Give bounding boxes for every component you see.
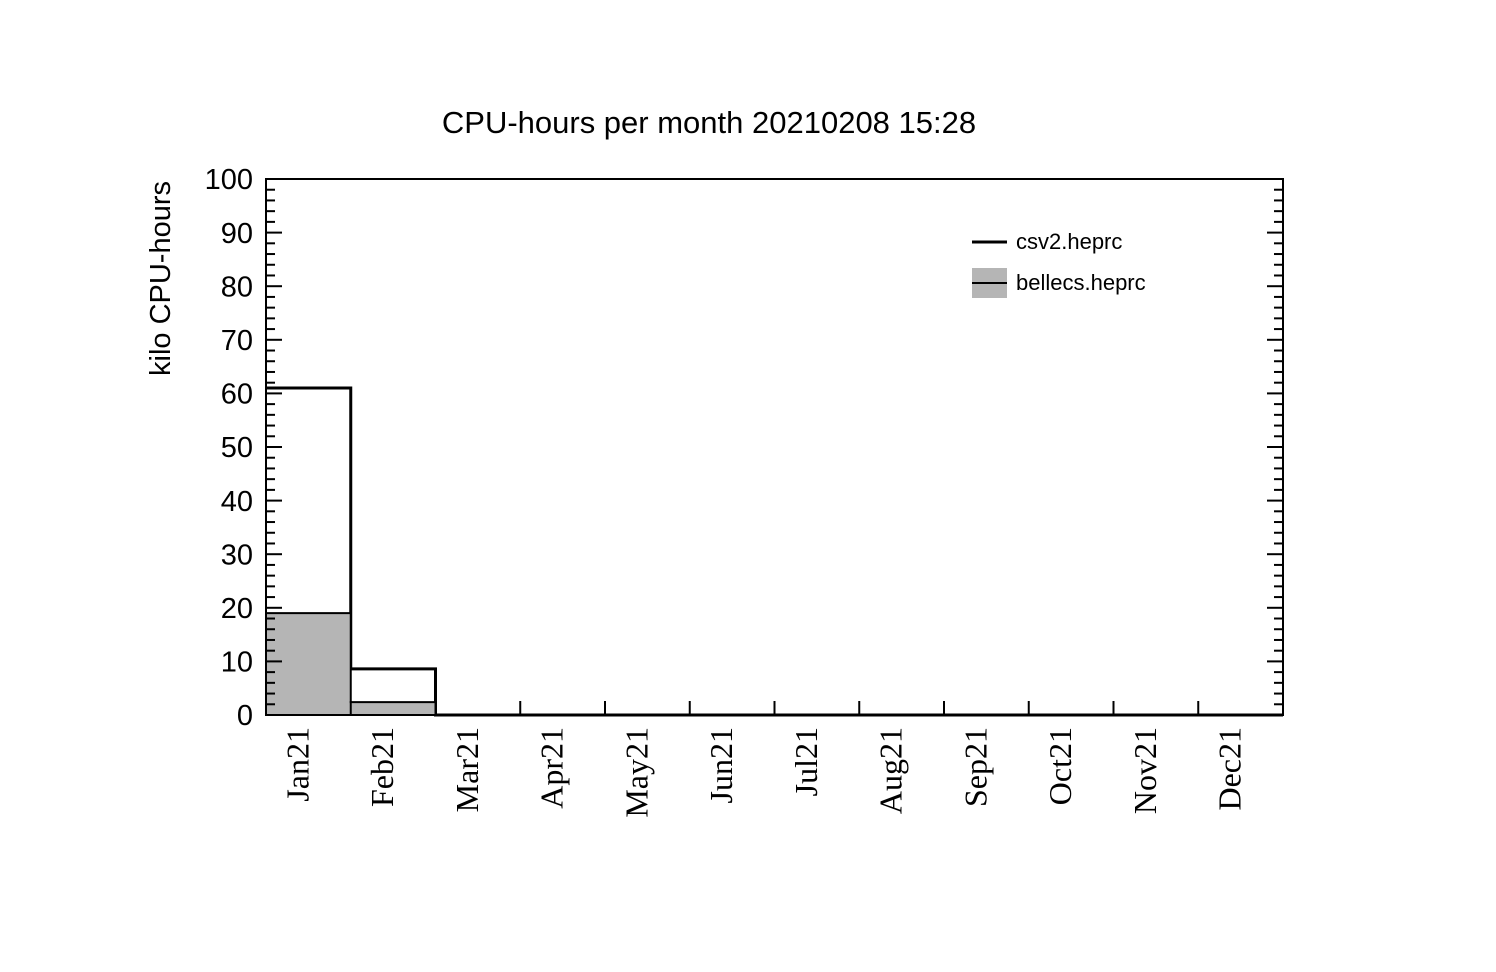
y-tick-label: 80: [221, 271, 253, 303]
series-bellecs.heprc-line: [266, 612, 1283, 716]
x-category-label: Feb21: [364, 727, 400, 807]
x-category-label: Jul21: [788, 727, 824, 796]
y-tick-label: 60: [221, 379, 253, 411]
x-category-label: Nov21: [1127, 727, 1163, 814]
y-tick-label: 100: [205, 164, 253, 196]
chart-title: CPU-hours per month 20210208 15:28: [441, 105, 977, 140]
legend-line-marker-icon: [972, 227, 1007, 257]
series-bellecs.heprc-fill: [266, 613, 1283, 715]
x-category-label: Sep21: [957, 727, 993, 807]
x-category-label: Apr21: [534, 727, 570, 809]
y-tick-label: 40: [221, 486, 253, 518]
legend-item-csv2: csv2.heprc: [972, 227, 1146, 257]
legend-filled-box-marker-icon: [972, 268, 1007, 298]
x-category-label: Dec21: [1212, 727, 1248, 811]
series-csv2.heprc-line: [266, 386, 1283, 717]
y-axis-title: kilo CPU-hours: [145, 181, 177, 376]
legend: csv2.heprc bellecs.heprc: [972, 227, 1146, 298]
y-tick-label: 30: [221, 539, 253, 571]
x-category-label: May21: [618, 727, 654, 818]
y-tick-label: 20: [221, 593, 253, 625]
x-category-label: Mar21: [449, 727, 485, 812]
y-tick-label: 50: [221, 432, 253, 464]
y-tick-label: 90: [221, 218, 253, 250]
x-category-label: Jan21: [279, 727, 315, 802]
legend-item-bellecs: bellecs.heprc: [972, 268, 1146, 298]
y-tick-label: 70: [221, 325, 253, 357]
legend-label-bellecs: bellecs.heprc: [1016, 270, 1146, 295]
legend-label-csv2: csv2.heprc: [1016, 229, 1123, 254]
x-category-label: Oct21: [1042, 727, 1078, 805]
x-category-label: Aug21: [873, 727, 909, 814]
x-category-label: Jun21: [703, 727, 739, 803]
y-tick-label: 10: [221, 647, 253, 679]
y-tick-label: 0: [237, 700, 253, 732]
